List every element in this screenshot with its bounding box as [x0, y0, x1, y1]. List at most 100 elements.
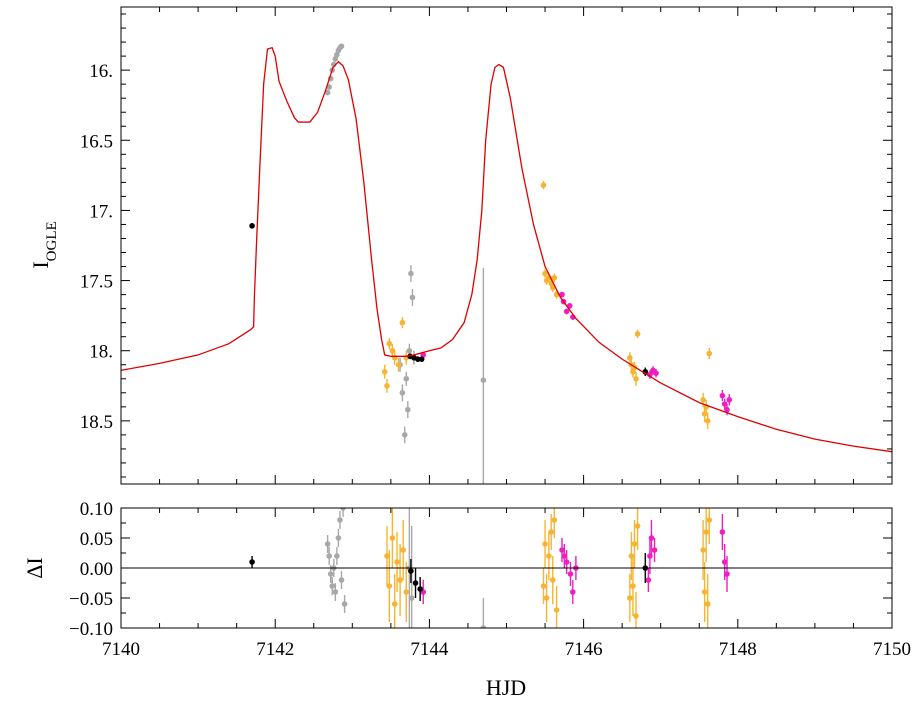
- light-curve-point-magenta-9: [719, 392, 726, 399]
- light-curve-point-orange-6: [399, 319, 406, 326]
- light-curve-point-orange-22: [700, 397, 706, 403]
- residual-point-orange-26: [706, 517, 713, 523]
- light-curve-point-gray-14: [405, 406, 411, 413]
- light-curve-point-orange-21: [634, 331, 641, 337]
- light-curve-point-orange-26: [706, 350, 713, 357]
- light-curve-ticks: [120, 7, 893, 484]
- light-curve-point-gray-6: [334, 51, 340, 58]
- light-curve-ytick-label: 18.5: [80, 412, 113, 433]
- residual-point-orange-20: [633, 613, 639, 619]
- light-curve-point-gray-13: [403, 375, 410, 382]
- residuals-ytick-label: 0.05: [80, 529, 113, 550]
- residual-point-gray-13: [408, 595, 415, 601]
- light-curve-point-magenta-10: [721, 401, 728, 407]
- x-tick-label: 7148: [719, 639, 757, 660]
- residual-point-gray-5: [332, 589, 339, 595]
- residual-point-gray-11: [341, 601, 348, 607]
- light-curve-ytick-label: 18.: [89, 342, 113, 363]
- residual-point-magenta-4: [567, 571, 574, 577]
- residual-point-magenta-2: [561, 553, 568, 559]
- residual-point-gray-14: [480, 625, 487, 628]
- light-curve-point-orange-0: [381, 368, 388, 375]
- light-curve-point-gray-17: [409, 294, 416, 301]
- light-curve-point-black-3: [415, 356, 421, 362]
- light-curve-point-orange-2: [386, 340, 393, 347]
- light-curve-ytick-label: 16.: [89, 61, 113, 82]
- residual-point-magenta-10: [651, 547, 658, 553]
- light-curve-point-magenta-12: [726, 397, 733, 403]
- residual-point-gray-10: [340, 508, 346, 511]
- residual-point-magenta-11: [719, 529, 726, 535]
- residual-point-gray-1: [326, 553, 332, 559]
- light-curve-point-orange-9: [542, 270, 548, 277]
- residual-point-orange-23: [701, 589, 708, 595]
- light-curve-point-gray-15: [406, 347, 413, 354]
- light-curve-point-magenta-1: [559, 291, 565, 298]
- light-curve-point-magenta-0: [420, 352, 427, 358]
- x-tick-label: 7150: [873, 639, 911, 660]
- residuals-ytick-label: −0.05: [69, 589, 113, 610]
- x-tick-label: 7144: [410, 639, 449, 660]
- residual-point-gray-9: [338, 577, 345, 583]
- residual-point-gray-6: [334, 553, 340, 559]
- residual-point-black-2: [412, 580, 419, 586]
- residuals-ytick-labels: 0.10 0.05 0.00 −0.05 −0.10: [69, 499, 113, 640]
- residuals-ytick-label: −0.10: [69, 619, 113, 640]
- residuals-ticks: [120, 507, 893, 629]
- residuals-ytick-label: 0.10: [80, 499, 113, 520]
- light-curve-point-gray-16: [408, 270, 414, 277]
- residual-point-orange-12: [548, 529, 555, 535]
- model-curve: [121, 46, 892, 453]
- residual-point-gray-3: [329, 583, 336, 589]
- residual-point-orange-11: [546, 553, 552, 559]
- light-curve-ytick-label: 17.5: [80, 272, 113, 293]
- light-curve-point-gray-0: [324, 89, 331, 96]
- residual-point-magenta-12: [721, 559, 728, 565]
- residual-point-orange-2: [389, 535, 396, 541]
- residual-point-magenta-9: [648, 535, 655, 541]
- residual-point-magenta-7: [645, 577, 652, 583]
- residual-point-gray-0: [324, 541, 331, 547]
- residual-point-orange-25: [704, 601, 711, 607]
- residual-point-orange-8: [540, 583, 547, 589]
- light-curve-point-gray-5: [332, 56, 339, 62]
- light-curve-point-orange-1: [384, 382, 390, 389]
- residual-point-orange-10: [543, 595, 550, 601]
- residual-point-black-1: [408, 568, 414, 574]
- residual-point-orange-21: [634, 523, 641, 529]
- light-curve-ylabel: IOGLE: [28, 221, 60, 268]
- light-curve-point-orange-8: [540, 182, 547, 188]
- residual-point-orange-3: [391, 601, 398, 607]
- light-curve-point-gray-11: [399, 390, 406, 396]
- light-curve-point-orange-20: [633, 375, 639, 382]
- light-curve-panel: 16. 16.5 17. 17.5 18. 18.5 IOGLE: [28, 6, 893, 485]
- light-curve-point-black-4: [418, 356, 425, 362]
- light-curve-point-orange-5: [395, 361, 402, 368]
- light-curve-point-gray-9: [338, 43, 345, 50]
- residual-point-orange-24: [703, 529, 709, 535]
- residual-point-black-3: [417, 586, 423, 592]
- x-tick-label: 7140: [102, 639, 140, 660]
- light-curve-point-magenta-8: [653, 370, 659, 376]
- residual-point-orange-7: [403, 589, 410, 595]
- light-curve-point-black-0: [249, 223, 255, 229]
- residual-point-orange-14: [551, 517, 558, 523]
- light-curve-point-gray-19: [480, 377, 487, 383]
- residual-point-orange-19: [631, 541, 638, 547]
- light-curve-point-orange-16: [627, 354, 633, 361]
- residual-point-orange-1: [386, 583, 393, 589]
- residual-point-magenta-1: [559, 547, 565, 553]
- residual-point-orange-4: [394, 559, 400, 565]
- light-curve-point-orange-14: [551, 274, 558, 281]
- residuals-panel: 0.100.050.00−0.05−0.10 7140 7142 7144 7146 7…: [22, 499, 911, 700]
- residual-point-magenta-5: [570, 589, 576, 595]
- residual-point-gray-2: [327, 571, 334, 577]
- light-curve-plot-area: [121, 43, 892, 484]
- residual-point-orange-6: [400, 547, 406, 553]
- light-curve-point-orange-3: [389, 347, 396, 354]
- light-curve-ytick-label: 16.5: [80, 131, 113, 152]
- light-curve-ytick-labels: 16. 16.5 17. 17.5 18. 18.5: [80, 61, 113, 433]
- light-curve-point-orange-25: [704, 418, 711, 424]
- light-curve-point-gray-12: [401, 432, 408, 438]
